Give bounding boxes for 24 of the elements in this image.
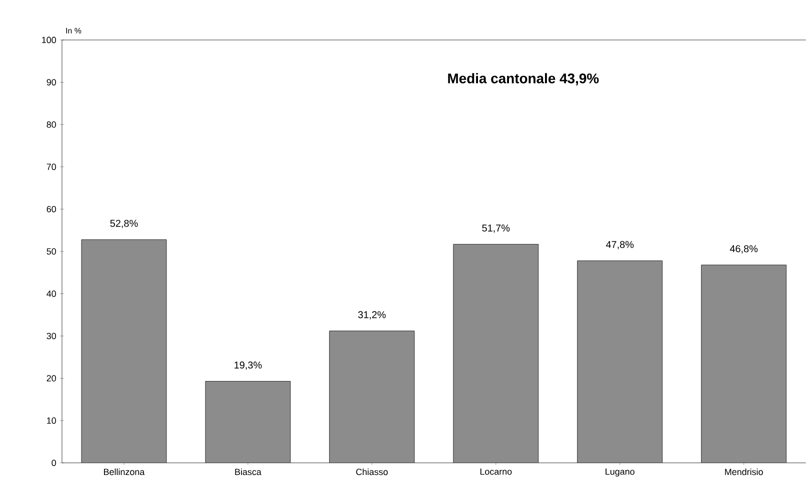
data-label: 52,8% [110, 220, 138, 228]
x-tick-label: Bellinzona [104, 468, 145, 476]
y-tick-label: 90 [46, 79, 56, 86]
data-label: 46,8% [730, 245, 758, 254]
y-tick-label: 80 [46, 121, 56, 128]
data-label: 19,3% [234, 362, 262, 370]
y-tick-label: 100 [42, 36, 56, 44]
data-label: 51,7% [482, 224, 510, 233]
y-tick-label: 40 [46, 290, 56, 297]
data-label: 31,2% [358, 311, 386, 320]
data-label: 47,8% [606, 241, 634, 250]
y-tick-label: 60 [46, 206, 56, 212]
x-tick-label: Mendrisio [725, 468, 763, 476]
y-tick-label: 20 [46, 375, 56, 382]
y-tick-label: 70 [46, 164, 56, 170]
annotation: Media cantonale 43,9% [448, 73, 599, 86]
y-tick-label: 0 [52, 460, 56, 466]
y-tick-label: 30 [46, 332, 56, 340]
y-tick-label: 10 [47, 417, 56, 424]
x-tick-label: Chiasso [356, 468, 388, 476]
y-tick-label: 50 [46, 248, 56, 255]
x-tick-label: Biasca [235, 468, 262, 476]
x-tick-label: Lugano [606, 468, 634, 477]
x-tick-label: Locarno [480, 468, 512, 475]
